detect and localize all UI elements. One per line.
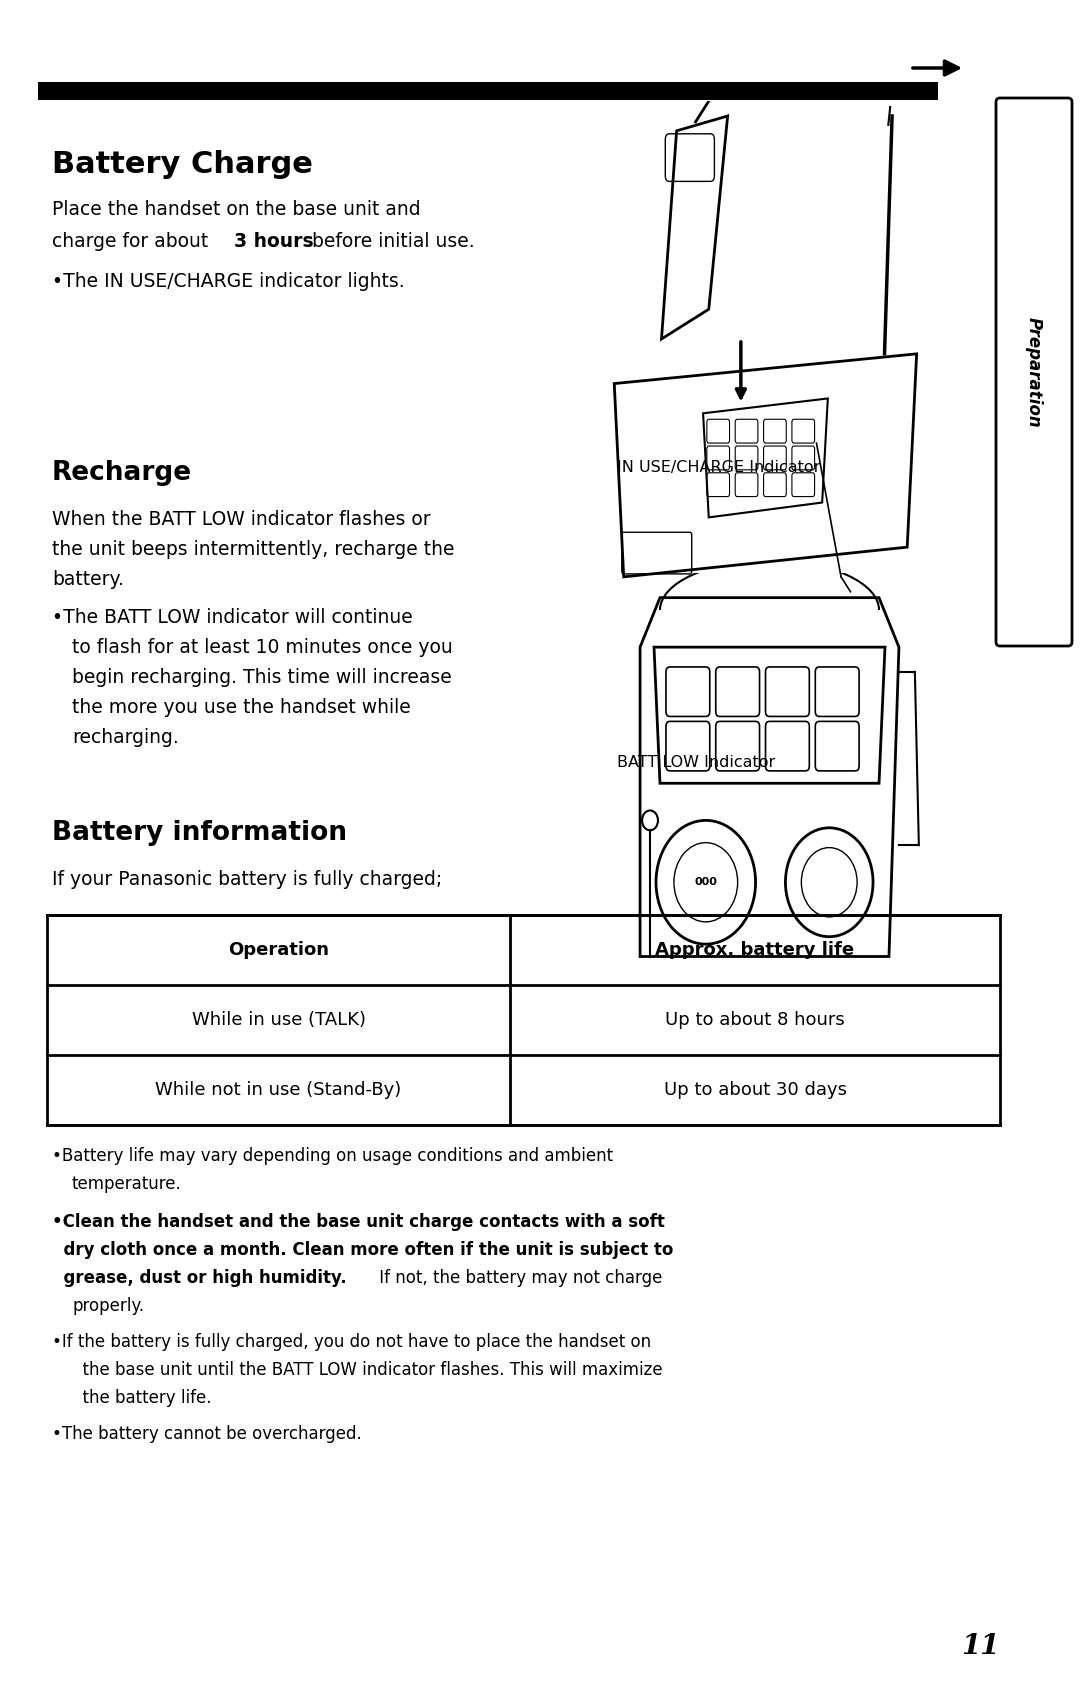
Text: When the BATT LOW indicator flashes or: When the BATT LOW indicator flashes or <box>52 511 431 529</box>
Text: BATT LOW Indicator: BATT LOW Indicator <box>617 755 775 770</box>
FancyBboxPatch shape <box>996 98 1072 645</box>
Text: If not, the battery may not charge: If not, the battery may not charge <box>374 1269 662 1287</box>
Text: 11: 11 <box>961 1633 999 1660</box>
Text: dry cloth once a month. Clean more often if the unit is subject to: dry cloth once a month. Clean more often… <box>52 1240 673 1259</box>
Text: •The battery cannot be overcharged.: •The battery cannot be overcharged. <box>52 1426 362 1442</box>
Text: 000: 000 <box>694 878 717 888</box>
Text: Battery Charge: Battery Charge <box>52 150 313 179</box>
Text: the battery life.: the battery life. <box>72 1388 212 1407</box>
Bar <box>48 915 1000 1126</box>
Text: •The IN USE/CHARGE indicator lights.: •The IN USE/CHARGE indicator lights. <box>52 271 405 292</box>
Text: Place the handset on the base unit and: Place the handset on the base unit and <box>52 201 420 219</box>
Text: charge for about: charge for about <box>52 233 214 251</box>
Text: before initial use.: before initial use. <box>306 233 474 251</box>
Text: Up to about 8 hours: Up to about 8 hours <box>665 1011 845 1030</box>
Text: •The BATT LOW indicator will continue: •The BATT LOW indicator will continue <box>52 608 413 627</box>
Text: IN USE/CHARGE Indicator: IN USE/CHARGE Indicator <box>617 460 821 475</box>
Text: Preparation: Preparation <box>1025 317 1043 428</box>
Text: 3 hours: 3 hours <box>234 233 313 251</box>
Text: the unit beeps intermittently, recharge the: the unit beeps intermittently, recharge … <box>52 539 455 559</box>
Text: properly.: properly. <box>72 1297 144 1314</box>
Text: begin recharging. This time will increase: begin recharging. This time will increas… <box>72 667 451 687</box>
Text: While not in use (Stand-By): While not in use (Stand-By) <box>156 1082 402 1099</box>
Text: Operation: Operation <box>228 940 329 959</box>
Bar <box>38 83 939 99</box>
Text: grease, dust or high humidity.: grease, dust or high humidity. <box>52 1269 347 1287</box>
Text: •Battery life may vary depending on usage conditions and ambient: •Battery life may vary depending on usag… <box>52 1147 613 1164</box>
Text: While in use (TALK): While in use (TALK) <box>191 1011 365 1030</box>
Text: temperature.: temperature. <box>72 1174 181 1193</box>
Text: battery.: battery. <box>52 570 124 590</box>
Text: Up to about 30 days: Up to about 30 days <box>663 1082 847 1099</box>
Text: Approx. battery life: Approx. battery life <box>656 940 854 959</box>
Text: Battery information: Battery information <box>52 821 347 846</box>
Text: •Clean the handset and the base unit charge contacts with a soft: •Clean the handset and the base unit cha… <box>52 1213 665 1232</box>
Text: recharging.: recharging. <box>72 728 179 746</box>
Text: the base unit until the BATT LOW indicator flashes. This will maximize: the base unit until the BATT LOW indicat… <box>72 1361 663 1378</box>
Text: •If the battery is fully charged, you do not have to place the handset on: •If the battery is fully charged, you do… <box>52 1333 651 1351</box>
Text: Recharge: Recharge <box>52 460 192 485</box>
Text: If your Panasonic battery is fully charged;: If your Panasonic battery is fully charg… <box>52 869 442 890</box>
Text: to flash for at least 10 minutes once you: to flash for at least 10 minutes once yo… <box>72 639 453 657</box>
Text: the more you use the handset while: the more you use the handset while <box>72 698 410 718</box>
